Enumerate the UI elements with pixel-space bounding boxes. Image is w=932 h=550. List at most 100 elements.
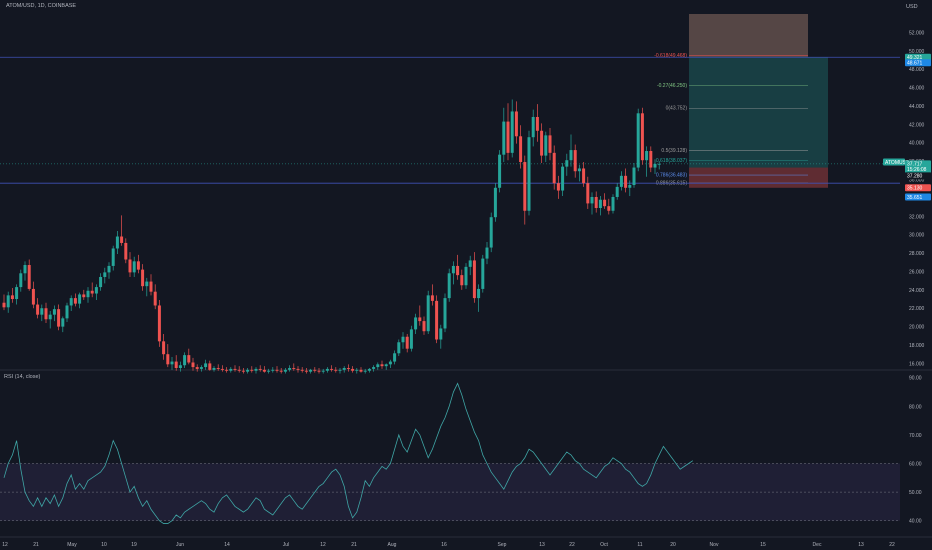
time-tick-label: 13 xyxy=(539,542,545,548)
candle-body xyxy=(321,370,325,372)
candle-body xyxy=(44,308,48,320)
candle-body xyxy=(548,135,552,153)
candle-body xyxy=(355,369,359,371)
candle-body xyxy=(435,300,439,340)
candle-body xyxy=(241,370,245,372)
candle-body xyxy=(229,368,233,371)
candle-body xyxy=(485,247,489,259)
candle-body xyxy=(531,116,535,138)
rsi-tick-label: 90.00 xyxy=(909,376,922,382)
candle-body xyxy=(162,341,166,355)
candle-body xyxy=(334,369,338,371)
candle-body xyxy=(615,186,619,197)
time-tick-label: 12 xyxy=(320,542,326,548)
candle-body xyxy=(582,168,586,184)
candle-body xyxy=(15,287,19,300)
candle-body xyxy=(460,275,464,286)
candle-body xyxy=(103,272,107,277)
candle-body xyxy=(48,314,52,320)
price-tick-label: 22.000 xyxy=(909,306,925,312)
time-tick-label: 12 xyxy=(2,542,8,548)
price-label: 37.717 xyxy=(907,162,923,168)
candle-body xyxy=(481,258,485,289)
candle-body xyxy=(254,368,258,371)
candle-body xyxy=(498,154,502,188)
candle-body xyxy=(31,288,35,305)
time-tick-label: 13 xyxy=(858,542,864,548)
candle-body xyxy=(313,369,317,371)
candle-body xyxy=(2,302,6,308)
price-label-bg xyxy=(905,165,931,173)
candle-body xyxy=(107,265,111,273)
candle-body xyxy=(73,298,77,304)
candle-body xyxy=(216,368,220,369)
candle-body xyxy=(594,196,598,209)
candle-body xyxy=(283,369,287,372)
candle-body xyxy=(262,369,266,372)
candle-body xyxy=(577,168,581,172)
candle-body xyxy=(208,363,212,370)
price-label-bg xyxy=(883,158,905,166)
candle-body xyxy=(346,368,350,369)
candle-body xyxy=(212,368,216,370)
candle-body xyxy=(645,151,649,161)
candle-body xyxy=(170,361,174,365)
candle-body xyxy=(414,317,418,330)
candle-body xyxy=(363,370,367,372)
candle-body xyxy=(376,364,380,368)
rsi-line xyxy=(3,382,694,524)
candle-body xyxy=(603,199,607,207)
candle-body xyxy=(611,196,615,211)
candle-body xyxy=(657,163,661,165)
price-label: ATOMUSD xyxy=(885,160,910,166)
candle-body xyxy=(443,298,447,329)
time-tick-label: 11 xyxy=(637,542,642,548)
candle-body xyxy=(447,273,451,299)
candle-body xyxy=(565,160,569,167)
price-label-bg xyxy=(905,53,931,61)
price-label-bg xyxy=(905,184,931,192)
candle-body xyxy=(183,355,187,366)
candle-body xyxy=(506,121,510,153)
candle-body xyxy=(267,370,271,372)
price-tick-label: 42.000 xyxy=(909,122,925,128)
candle-body xyxy=(82,294,86,298)
rsi-tick-label: 80.00 xyxy=(909,404,922,410)
price-tick-label: 30.000 xyxy=(909,233,925,239)
candle-body xyxy=(309,369,313,372)
candle-body xyxy=(145,281,149,287)
candle-body xyxy=(304,370,308,372)
candle-body xyxy=(586,183,590,204)
rsi-title: RSI (14, close) xyxy=(4,374,41,380)
time-tick-label: Dec xyxy=(813,542,822,548)
time-tick-label: 10 xyxy=(101,542,107,548)
price-tick-label: 16.000 xyxy=(909,361,925,367)
candle-body xyxy=(325,368,329,371)
time-tick-label: 22 xyxy=(889,542,895,548)
price-tick-label: 20.000 xyxy=(909,325,925,331)
candle-body xyxy=(132,261,136,273)
price-tick-label: 32.000 xyxy=(909,214,925,220)
candle-body xyxy=(409,329,413,349)
candle-body xyxy=(489,217,493,248)
candle-body xyxy=(61,318,65,327)
price-tick-label: 40.000 xyxy=(909,141,925,147)
candle-body xyxy=(120,236,124,243)
candle-body xyxy=(111,248,115,266)
candle-body xyxy=(397,342,401,354)
candle-body xyxy=(527,137,531,211)
price-label-bg xyxy=(905,160,931,168)
candle-body xyxy=(317,370,321,372)
candle-body xyxy=(401,336,405,343)
loss-zone xyxy=(689,167,828,188)
candle-body xyxy=(590,196,594,204)
candle-body xyxy=(598,199,602,209)
candle-body xyxy=(178,365,182,368)
fib-level-label: -0.27(46.250) xyxy=(657,83,687,89)
price-label: 35.651 xyxy=(907,195,923,201)
candle-body xyxy=(653,163,657,168)
time-tick-label: Oct xyxy=(600,542,608,548)
price-tick-label: 50.000 xyxy=(909,49,925,55)
price-label-bg xyxy=(905,193,931,201)
